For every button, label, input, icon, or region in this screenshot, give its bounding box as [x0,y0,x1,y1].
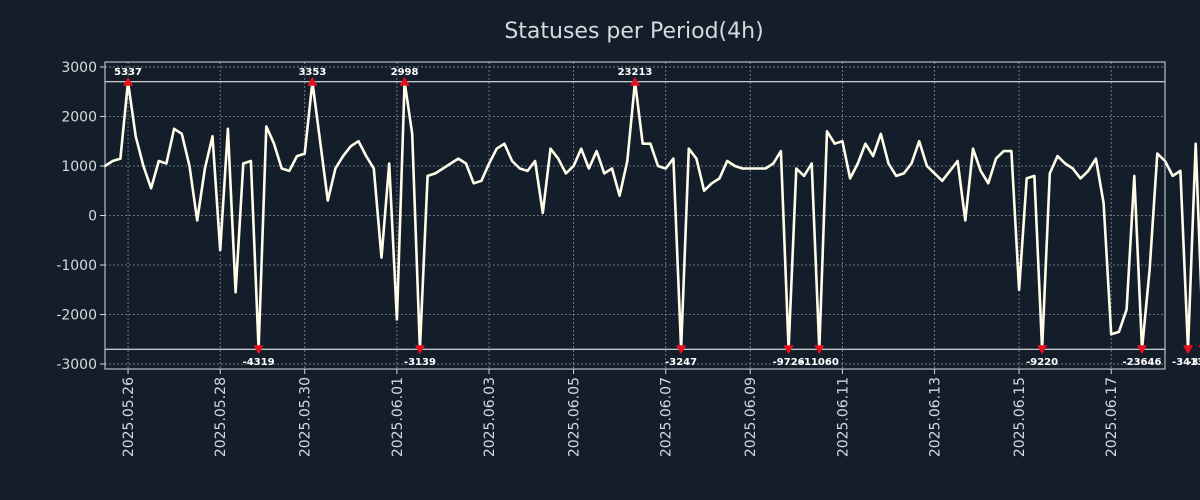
min-marker [1183,345,1194,355]
min-value-label: -9220 [1026,357,1058,368]
chart-title: Statuses per Period(4h) [504,19,763,44]
min-value-label: -9726 [773,357,805,368]
x-tick-label: 2025.06.11 [835,377,851,457]
grid [105,62,1165,369]
min-value-label: -4319 [243,357,275,368]
plot-frame [104,61,1166,370]
x-tick-label: 2025.06.01 [390,377,406,457]
y-tick-label: 0 [88,209,97,225]
min-marker [676,345,687,355]
x-tick-label: 2025.06.07 [659,377,675,457]
max-value-label: 23213 [618,67,653,78]
y-tick-label: -2000 [56,308,97,324]
min-value-label: -23646 [1122,357,1161,368]
x-tick-label: 2025.06.17 [1104,377,1120,457]
x-tick-label: 2025.05.30 [298,377,314,457]
max-marker [123,76,134,86]
min-marker [783,345,794,355]
min-marker [814,345,825,355]
min-value-label: -3139 [404,357,436,368]
max-value-label: 5337 [114,67,142,78]
max-value-label: 2998 [391,67,419,78]
y-tick-label: 3000 [61,60,97,76]
min-marker [1037,345,1048,355]
x-tick-label: 2025.06.09 [743,377,759,457]
x-tick-label: 2025.06.15 [1012,377,1028,457]
x-tick-label: 2025.06.13 [928,377,944,457]
min-value-label: -3352 [1187,357,1200,368]
min-value-label: -11060 [800,357,839,368]
max-marker [307,76,318,86]
max-marker [630,76,640,86]
min-marker [253,345,264,355]
x-tick-label: 2025.05.26 [121,377,137,457]
x-axis: 2025.05.26 2025.05.28 2025.05.30 2025.06.01… [121,369,1120,457]
min-marker [1136,345,1147,355]
min-value-label: -3413 [1172,357,1200,368]
x-tick-label: 2025.05.28 [213,377,229,457]
y-tick-label: 1000 [61,159,97,175]
min-marker [414,345,425,355]
x-tick-label: 2025.06.05 [567,377,583,457]
max-value-label: 3353 [298,67,326,78]
series [103,80,1200,351]
y-tick-label: 2000 [61,109,97,125]
y-tick-label: -1000 [56,258,97,274]
markers: 5337 3353 2998 23213 -4319 -3139 -3247 -9726-11… [114,67,1200,368]
max-marker [399,76,410,86]
x-tick-label: 2025.06.03 [482,377,498,457]
series-line [103,80,1200,351]
y-tick-label: -3000 [56,357,97,373]
y-axis: -3000 -2000 -1000 0 1000 2000 3000 [56,60,105,373]
min-value-label: -3247 [665,357,697,368]
